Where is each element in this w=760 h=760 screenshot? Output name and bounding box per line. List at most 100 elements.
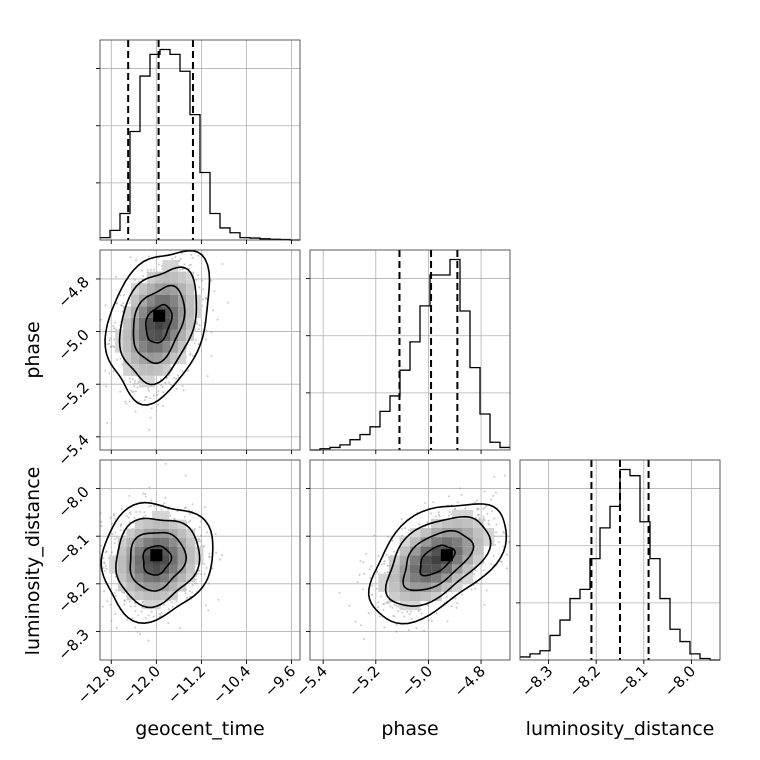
sample-point	[395, 604, 398, 607]
sample-point	[122, 294, 125, 297]
sample-point	[362, 588, 365, 591]
density-cell	[146, 294, 155, 307]
density-cell	[462, 509, 474, 519]
density-cell	[452, 582, 463, 592]
xlabel-geocent_time: geocent_time	[135, 718, 264, 740]
density-cell	[162, 341, 171, 353]
ylabel-luminosity_distance: luminosity_distance	[22, 467, 44, 656]
sample-point	[408, 629, 410, 632]
sample-point	[149, 397, 152, 400]
sample-point	[141, 600, 144, 603]
xticklabel-geocent_time-0: −12.8	[74, 662, 119, 707]
sample-point	[112, 513, 115, 515]
density-cell	[154, 271, 163, 284]
density-cell	[388, 573, 400, 583]
density-cell	[420, 555, 431, 565]
sample-point	[114, 531, 117, 534]
sample-point	[206, 375, 209, 378]
sample-point	[104, 551, 107, 554]
contour-0-0	[144, 303, 173, 344]
density-cell	[169, 564, 178, 574]
sample-point	[385, 601, 388, 604]
sample-point	[431, 620, 433, 623]
sample-point	[134, 379, 137, 382]
contour-1-1	[129, 531, 188, 592]
sample-point	[136, 386, 139, 389]
sample-point	[194, 339, 197, 341]
sample-point	[410, 610, 413, 613]
sample-point	[131, 377, 134, 380]
sample-point	[500, 560, 503, 563]
sample-point	[418, 523, 421, 526]
density-cell	[138, 283, 147, 295]
sample-point	[112, 325, 115, 328]
sample-point	[455, 606, 458, 609]
joint-panel-phase-luminosity_distance	[306, 459, 511, 664]
sample-point	[123, 599, 126, 602]
sample-point	[128, 302, 131, 305]
sample-point	[446, 595, 448, 598]
density-cell	[483, 537, 495, 547]
sample-point	[386, 571, 389, 574]
sample-point	[144, 514, 147, 517]
sample-point	[150, 610, 153, 613]
sample-point	[220, 554, 223, 557]
sample-point	[189, 353, 192, 356]
sample-point	[181, 252, 184, 255]
sample-point	[432, 501, 435, 504]
xlabel-luminosity_distance: luminosity_distance	[526, 718, 715, 740]
sample-point	[483, 603, 486, 606]
sample-point	[179, 627, 182, 630]
density-cell	[410, 573, 421, 583]
density-cell	[146, 364, 155, 376]
sample-point	[124, 400, 127, 403]
sample-point	[190, 253, 193, 256]
density-cell	[178, 329, 187, 342]
density-cell	[462, 528, 474, 538]
frame-joint-2	[309, 459, 511, 661]
sample-point	[475, 564, 477, 567]
sample-point	[410, 618, 413, 620]
sample-point	[139, 632, 142, 635]
density-cell	[399, 573, 410, 583]
density-cell	[152, 573, 161, 583]
sample-point	[106, 343, 109, 346]
sample-point	[173, 376, 176, 379]
sample-point	[383, 626, 386, 629]
density-cell	[420, 528, 431, 538]
mode-cell-2	[440, 549, 453, 562]
density-cell	[143, 573, 153, 583]
sample-point	[131, 617, 134, 620]
sample-point	[142, 492, 145, 495]
density-cell	[123, 317, 131, 330]
sample-point	[114, 575, 117, 578]
density-cell	[152, 564, 161, 574]
density-cell	[162, 294, 171, 307]
sample-point	[377, 601, 380, 604]
sample-point	[377, 606, 380, 609]
sample-point	[136, 630, 139, 633]
frame-phase	[309, 249, 511, 451]
density-cell	[117, 537, 127, 547]
sample-point	[153, 268, 155, 271]
sample-point	[144, 617, 147, 620]
density-cell	[143, 555, 153, 565]
sample-point	[144, 396, 147, 399]
sample-point	[464, 507, 467, 510]
sample-point	[129, 380, 132, 383]
density-cell	[146, 283, 155, 295]
yticklabel-phase-2: −5.0	[54, 326, 92, 364]
sample-point	[189, 519, 192, 522]
density-cell	[154, 283, 163, 295]
density-cell	[162, 306, 171, 318]
sample-point	[438, 515, 441, 518]
sample-point	[199, 534, 202, 537]
density-cell	[170, 294, 179, 307]
sample-point	[108, 339, 111, 342]
sample-point	[435, 612, 438, 615]
panel-hist-phase: phase	[381, 718, 438, 740]
density-cell	[420, 537, 431, 547]
sample-point	[143, 511, 146, 514]
density-cell	[462, 546, 474, 556]
sample-point	[184, 474, 187, 477]
